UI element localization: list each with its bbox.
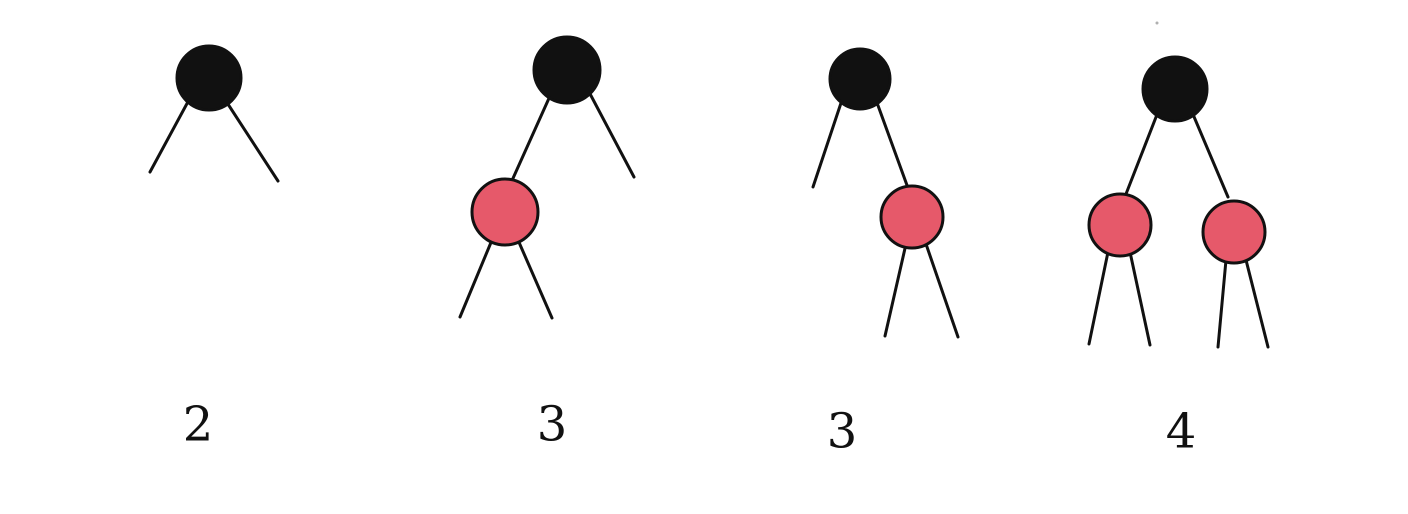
edge-right-null-left xyxy=(883,242,908,338)
tree-label: 3 xyxy=(537,397,568,453)
tree-2-node: 2 xyxy=(148,44,280,453)
red-node-left xyxy=(470,177,540,247)
tree-4-node: 4 xyxy=(1087,55,1270,460)
tree-label: 3 xyxy=(827,404,858,460)
edge-right-null-left xyxy=(1216,258,1228,349)
edge-root-null-right xyxy=(586,88,636,179)
edge-root-null-right xyxy=(222,96,280,183)
edge-root-null-left xyxy=(148,96,192,174)
red-node-left xyxy=(1087,192,1153,258)
edge-right-null-right xyxy=(924,242,960,339)
black-node-root xyxy=(828,47,892,111)
edge-left-null-left xyxy=(1087,250,1110,346)
edge-root-null-left xyxy=(811,98,844,189)
red-node-right xyxy=(1201,199,1267,265)
tree-3-node-left-red: 3 xyxy=(458,35,636,453)
red-node-right xyxy=(879,184,945,250)
tree-label: 2 xyxy=(183,397,214,453)
black-node-root xyxy=(1141,55,1209,123)
paper-speck xyxy=(1155,21,1159,25)
edge-root-right xyxy=(1190,110,1230,199)
black-node-root xyxy=(175,44,243,112)
tree-3-node-right-red: 3 xyxy=(811,47,960,460)
edge-root-left xyxy=(508,94,552,187)
edge-root-left xyxy=(1124,110,1160,196)
edge-left-null-left xyxy=(458,238,494,319)
edge-right-null-right xyxy=(1244,258,1270,349)
edge-left-null-right xyxy=(516,238,554,320)
tree-label: 4 xyxy=(1166,404,1197,460)
black-node-root xyxy=(532,35,602,105)
edge-root-right xyxy=(874,98,910,190)
edge-left-null-right xyxy=(1128,250,1152,347)
